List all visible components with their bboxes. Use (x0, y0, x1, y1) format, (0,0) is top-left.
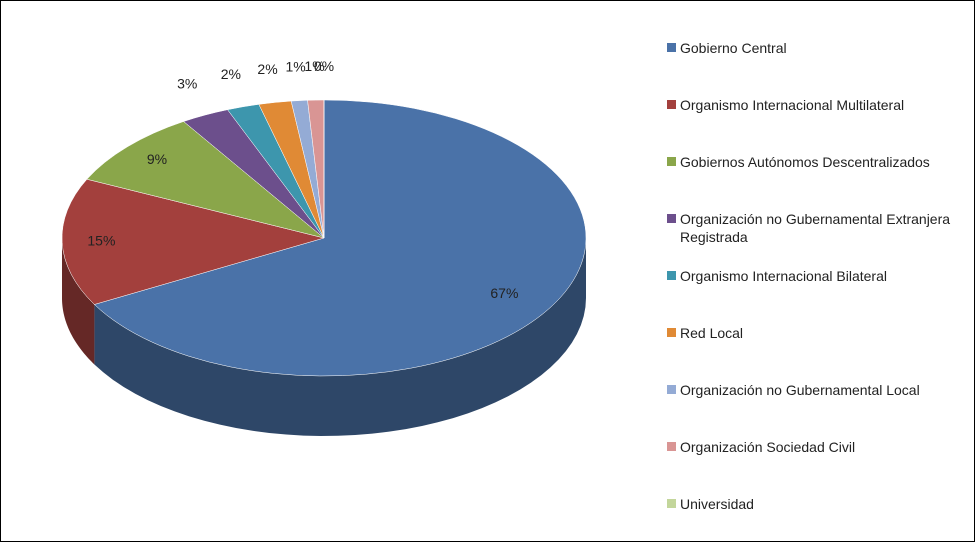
legend-item: Red Local (667, 324, 967, 381)
legend-label: Organización Sociedad Civil (680, 439, 856, 455)
data-label: 0% (314, 58, 334, 74)
slice-side (94, 238, 586, 436)
data-label: 1% (304, 58, 324, 74)
legend-label: Gobierno Central (680, 40, 787, 56)
legend-swatch (667, 328, 676, 337)
data-label: 3% (177, 75, 197, 91)
legend-swatch (667, 385, 676, 394)
legend-item: Organismo Internacional Bilateral (667, 267, 967, 324)
legend-swatch (667, 157, 676, 166)
legend-label: Universidad (680, 496, 754, 512)
legend-swatch (667, 442, 676, 451)
pie-area: 67%15%9%3%2% 2% 1%1%0% (61, 58, 587, 436)
legend-swatch (667, 214, 676, 223)
data-label: 1% (286, 59, 306, 75)
data-label: 9% (147, 151, 167, 167)
data-label: 15% (87, 232, 115, 248)
legend-swatch (667, 271, 676, 280)
legend-label: Gobiernos Autónomos Descentralizados (680, 154, 930, 170)
slice (93, 99, 587, 377)
legend-swatch (667, 43, 676, 52)
legend-swatch (667, 499, 676, 508)
legend-item: Gobiernos Autónomos Descentralizados (667, 153, 967, 210)
legend-item: Gobierno Central (667, 39, 967, 96)
legend-item: Organización no Gubernamental Local (667, 381, 967, 438)
legend-label: Organismo Internacional Multilateral (680, 97, 905, 113)
slice-side (62, 238, 95, 365)
legend-swatch (667, 100, 676, 109)
legend-label: Organismo Internacional Bilateral (680, 268, 887, 284)
legend-label: Organización no Gubernamental Extranjera… (680, 211, 951, 245)
legend-item: Organización Sociedad Civil (667, 438, 967, 495)
legend-label: Red Local (680, 325, 744, 341)
data-label: 2% (257, 61, 277, 77)
slice (86, 121, 325, 239)
slice (61, 178, 325, 305)
data-label: 67% (490, 285, 518, 301)
data-label: 2% (221, 66, 241, 82)
legend-item: Organismo Internacional Multilateral (667, 96, 967, 153)
legend: Gobierno Central Organismo Internacional … (667, 39, 967, 541)
legend-item: Organización no Gubernamental Extranjera… (667, 210, 967, 267)
legend-item: Universidad (667, 495, 967, 541)
legend-label: Organización no Gubernamental Local (680, 382, 920, 398)
